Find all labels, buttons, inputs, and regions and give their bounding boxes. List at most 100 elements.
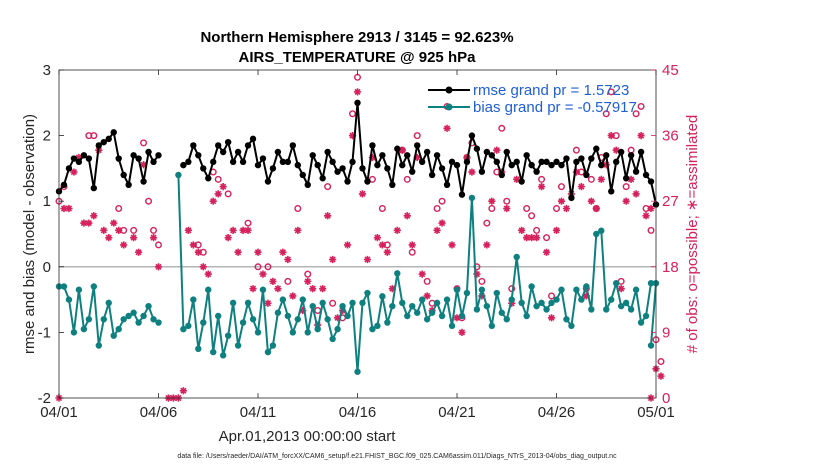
bias-point [364,289,371,297]
obs-assimilated-point [60,204,68,213]
rmse-point [418,158,426,166]
rmse-point [274,148,282,156]
obs-assimilated-point [209,197,217,205]
rmse-point [448,158,456,166]
obs-possible-point [413,132,421,140]
rmse-point [105,135,112,143]
bias-point [513,253,520,261]
obs-assimilated-point [602,161,610,169]
rmse-point [642,171,650,179]
bias-point [578,296,585,303]
series-lines [55,99,660,375]
obs-assimilated-point [398,146,406,154]
obs-assimilated-point [378,241,386,249]
rmse-point [85,155,93,162]
rmse-point [239,158,247,166]
bias-point [145,302,152,310]
rmse-point [279,158,287,166]
obs-assimilated-point [423,292,431,300]
y-tick-label: 3 [43,62,51,79]
rmse-point [294,161,301,169]
obs-assimilated-point [373,234,381,242]
rmse-point [632,168,640,175]
bias-point [627,306,635,313]
legend: rmse grand pr = 1.5723 bias grand pr = -… [428,82,637,116]
bias-point [478,286,486,293]
obs-assimilated-point [438,219,446,227]
bias-point [269,342,277,349]
y-axis-right-label: # of obs: o=possible; ∗=assimilated [684,115,701,354]
obs-assimilated-point [622,197,630,205]
y-right-tick-label: 9 [662,324,670,341]
bias-point [205,286,212,293]
obs-assimilated-point [562,204,571,213]
bias-point [568,322,575,330]
bias-point [543,306,550,313]
bias-point [65,296,73,303]
rmse-point [503,148,510,156]
obs-possible-point [637,102,645,110]
bias-point [409,302,416,310]
bias-point [508,296,515,303]
obs-assimilated-point [448,241,456,249]
rmse-point [568,194,575,202]
rmse-point [513,158,520,166]
rmse-point [433,152,441,159]
rmse-point [120,171,127,179]
bias-point [234,342,242,349]
obs-possible-point [214,175,222,183]
obs-assimilated-point [353,88,362,96]
rmse-point [219,148,227,156]
bias-point [443,296,451,303]
bias-point [548,299,555,307]
rmse-point [324,148,331,156]
obs-possible-point [503,197,511,205]
obs-assimilated-point [468,168,476,176]
plot-background [59,70,656,398]
obs-possible-point [553,204,561,212]
rmse-point [210,158,217,166]
bias-point [100,316,107,323]
y-tick-label: 1 [43,193,51,210]
obs-assimilated-point [453,314,461,322]
obs-assimilated-point [189,241,197,249]
obs-assimilated-point [65,204,73,213]
bias-point [115,325,122,333]
bias-point [279,296,287,303]
bias-point [598,227,605,234]
rmse-point [140,178,147,185]
obs-possible-point [324,183,332,191]
bias-point [622,299,630,307]
rmse-point [608,188,615,195]
bias-point [583,283,590,290]
obs-assimilated-point [115,226,123,234]
bias-point [503,316,510,323]
obs-possible-point [224,190,232,198]
bias-point [264,348,272,356]
bias-point [573,286,580,293]
bias-point [389,302,396,310]
bias-point [180,325,187,333]
bias-point [528,283,535,290]
bias-point [190,296,197,303]
obs-assimilated-point [488,197,496,205]
bias-point [210,348,217,356]
bias-point [344,312,351,320]
bias-point [473,306,481,313]
bias-point [438,312,446,320]
bias-point [458,312,466,320]
obs-assimilated-point [105,234,113,242]
rmse-point [443,181,451,188]
rmse-point [145,148,152,156]
obs-assimilated-point [607,132,615,140]
obs-possible-point [488,204,496,212]
obs-assimilated-point [219,183,227,191]
bias-point [289,329,297,336]
bias-point [394,270,401,277]
bias-line [650,283,657,346]
obs-assimilated-point [582,292,590,300]
obs-assimilated-point [577,183,585,191]
bias-point [399,299,406,307]
bias-point [110,332,117,339]
bias-point [130,309,137,316]
